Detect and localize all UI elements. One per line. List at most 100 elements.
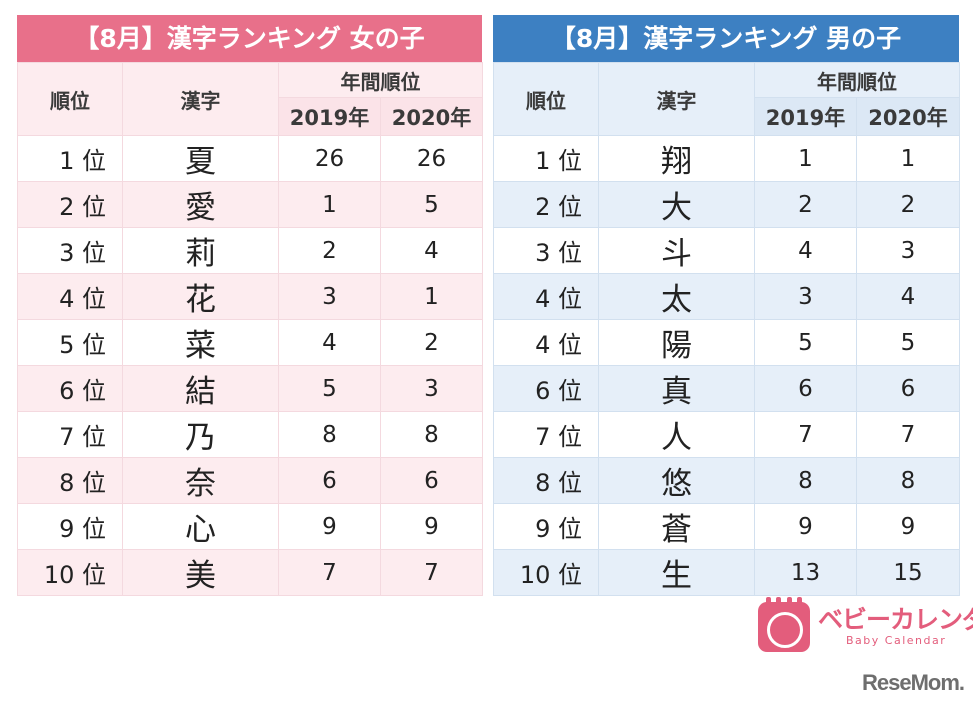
rank-cell: 8 位 (17, 457, 123, 504)
table-row: 1 位夏 26 26 (17, 135, 483, 182)
rank-2020-cell: 1 (380, 273, 483, 320)
header-2020: 2020年 (856, 97, 960, 136)
rank-2019-cell: 7 (278, 549, 381, 596)
rank-2020-cell: 1 (856, 135, 960, 182)
baby-calendar-logo: ベビーカレンダー Baby Calendar (758, 597, 973, 652)
kanji-cell: 生 (598, 549, 755, 596)
header-2019: 2019年 (278, 97, 381, 136)
header-2020: 2020年 (380, 97, 483, 136)
rank-2019-cell: 13 (754, 549, 857, 596)
rank-2019-cell: 9 (278, 503, 381, 550)
kanji-cell: 愛 (122, 181, 279, 228)
rank-2019-cell: 8 (754, 457, 857, 504)
rank-2020-cell: 2 (380, 319, 483, 366)
baby-calendar-en-text: Baby Calendar (846, 634, 947, 647)
header-kanji: 漢字 (122, 62, 279, 136)
rank-2020-cell: 5 (380, 181, 483, 228)
rank-2019-cell: 7 (754, 411, 857, 458)
kanji-cell: 美 (122, 549, 279, 596)
rank-cell: 7 位 (17, 411, 123, 458)
rank-2019-cell: 6 (278, 457, 381, 504)
rank-2020-cell: 2 (856, 181, 960, 228)
header-2019: 2019年 (754, 97, 857, 136)
girls-table-title: 【8月】漢字ランキング 女の子 (17, 15, 482, 62)
rank-2020-cell: 5 (856, 319, 960, 366)
rank-cell: 7 位 (493, 411, 599, 458)
kanji-cell: 斗 (598, 227, 755, 274)
rank-2020-cell: 6 (380, 457, 483, 504)
rank-cell: 4 位 (493, 319, 599, 366)
rank-cell: 5 位 (17, 319, 123, 366)
rank-2019-cell: 4 (754, 227, 857, 274)
rank-2019-cell: 8 (278, 411, 381, 458)
kanji-cell: 真 (598, 365, 755, 412)
kanji-cell: 菜 (122, 319, 279, 366)
rank-2019-cell: 26 (278, 135, 381, 182)
header-annual-rank: 年間順位 (278, 61, 483, 99)
kanji-cell: 蒼 (598, 503, 755, 550)
rank-cell: 3 位 (493, 227, 599, 274)
rank-2020-cell: 15 (856, 549, 960, 596)
rank-2020-cell: 9 (380, 503, 483, 550)
header-annual-rank: 年間順位 (754, 61, 960, 99)
rank-2020-cell: 8 (380, 411, 483, 458)
rank-cell: 6 位 (493, 365, 599, 412)
rank-2019-cell: 1 (278, 181, 381, 228)
rank-2020-cell: 4 (856, 273, 960, 320)
rank-2020-cell: 7 (380, 549, 483, 596)
table-row: 10 位生 13 15 (493, 549, 960, 596)
rank-cell: 9 位 (17, 503, 123, 550)
kanji-cell: 悠 (598, 457, 755, 504)
rank-2019-cell: 5 (278, 365, 381, 412)
resemom-logo: ReseMom. (862, 670, 965, 695)
rank-2019-cell: 4 (278, 319, 381, 366)
rank-cell: 1 位 (493, 135, 599, 182)
kanji-cell: 乃 (122, 411, 279, 458)
boys-table-title: 【8月】漢字ランキング 男の子 (493, 15, 959, 62)
kanji-cell: 奈 (122, 457, 279, 504)
rank-2019-cell: 3 (278, 273, 381, 320)
rank-2020-cell: 8 (856, 457, 960, 504)
rank-cell: 4 位 (493, 273, 599, 320)
rank-2020-cell: 9 (856, 503, 960, 550)
header-rank: 順位 (17, 62, 123, 136)
kanji-cell: 陽 (598, 319, 755, 366)
rank-cell: 10 位 (493, 549, 599, 596)
rank-cell: 9 位 (493, 503, 599, 550)
rank-2019-cell: 9 (754, 503, 857, 550)
girls-ranking-table: 【8月】漢字ランキング 女の子 順位 漢字 年間順位 2019年 2020年 1… (17, 15, 483, 596)
kanji-cell: 夏 (122, 135, 279, 182)
kanji-cell: 花 (122, 273, 279, 320)
rank-2020-cell: 4 (380, 227, 483, 274)
baby-calendar-icon (758, 597, 810, 652)
kanji-cell: 莉 (122, 227, 279, 274)
boys-ranking-table: 【8月】漢字ランキング 男の子 順位 漢字 年間順位 2019年 2020年 1… (493, 15, 960, 596)
rank-cell: 8 位 (493, 457, 599, 504)
rank-cell: 1 位 (17, 135, 123, 182)
rank-cell: 2 位 (17, 181, 123, 228)
rank-2019-cell: 2 (754, 181, 857, 228)
rank-2020-cell: 3 (856, 227, 960, 274)
rank-2020-cell: 7 (856, 411, 960, 458)
kanji-cell: 翔 (598, 135, 755, 182)
rank-cell: 10 位 (17, 549, 123, 596)
baby-calendar-jp-text: ベビーカレンダー (818, 605, 973, 634)
rank-2019-cell: 1 (754, 135, 857, 182)
header-kanji: 漢字 (598, 62, 755, 136)
rank-2020-cell: 6 (856, 365, 960, 412)
